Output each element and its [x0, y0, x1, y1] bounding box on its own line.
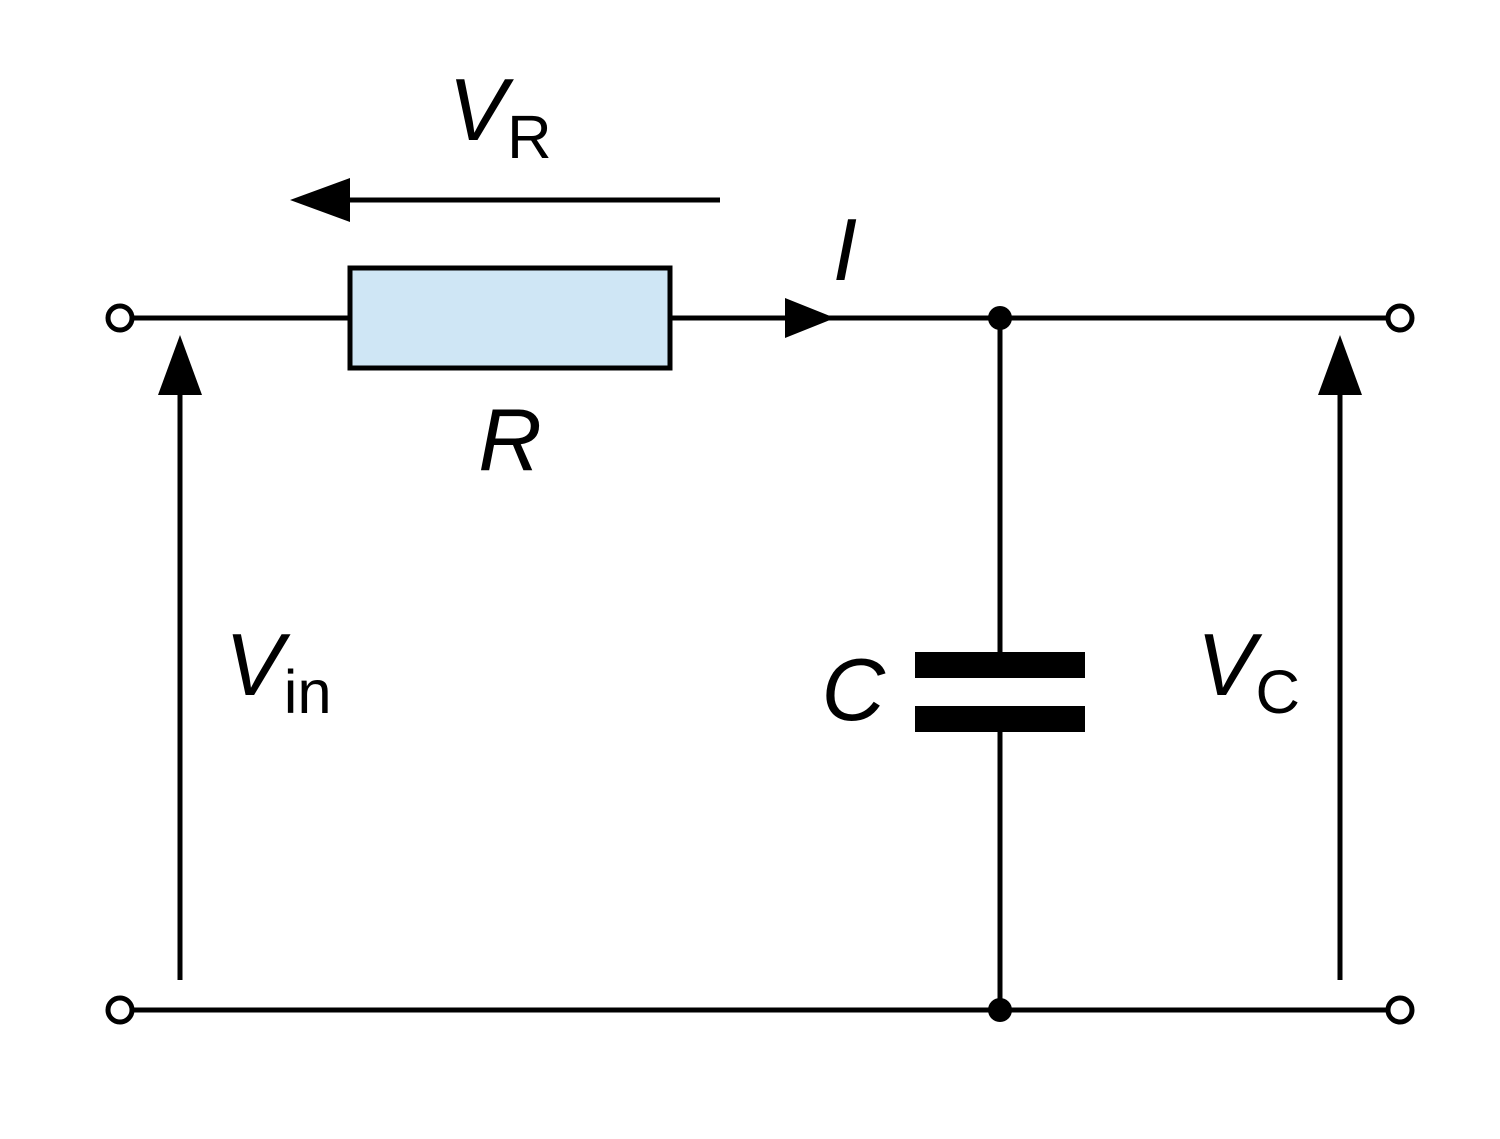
label-c-main: C	[821, 640, 886, 739]
current-arrowhead	[785, 298, 835, 338]
label-c: C	[821, 640, 886, 739]
label-r-main: R	[478, 390, 542, 489]
terminal-top-left	[108, 306, 132, 330]
label-vr-main: V	[448, 60, 514, 159]
label-i: I	[833, 200, 857, 299]
node-cap-top	[988, 306, 1012, 330]
capacitor-plate-bottom	[915, 706, 1085, 732]
label-i-main: I	[833, 200, 857, 299]
vc-arrowhead	[1318, 335, 1362, 395]
label-vc-main: V	[1197, 615, 1263, 714]
label-vin: Vin	[225, 615, 332, 727]
label-r: R	[478, 390, 542, 489]
label-vin-main: V	[225, 615, 291, 714]
label-vc-sub: C	[1256, 658, 1300, 727]
label-vc: VC	[1197, 615, 1300, 727]
vin-arrowhead	[158, 335, 202, 395]
label-vr: VR	[448, 60, 551, 172]
resistor	[350, 268, 670, 368]
vr-arrowhead	[290, 178, 350, 222]
rc-circuit-diagram: VR I R Vin C VC	[0, 0, 1500, 1139]
terminal-bottom-left	[108, 998, 132, 1022]
terminal-bottom-right	[1388, 998, 1412, 1022]
node-cap-bottom	[988, 998, 1012, 1022]
capacitor-plate-top	[915, 652, 1085, 678]
terminal-top-right	[1388, 306, 1412, 330]
label-vin-sub: in	[284, 658, 332, 727]
label-vr-sub: R	[507, 103, 551, 172]
